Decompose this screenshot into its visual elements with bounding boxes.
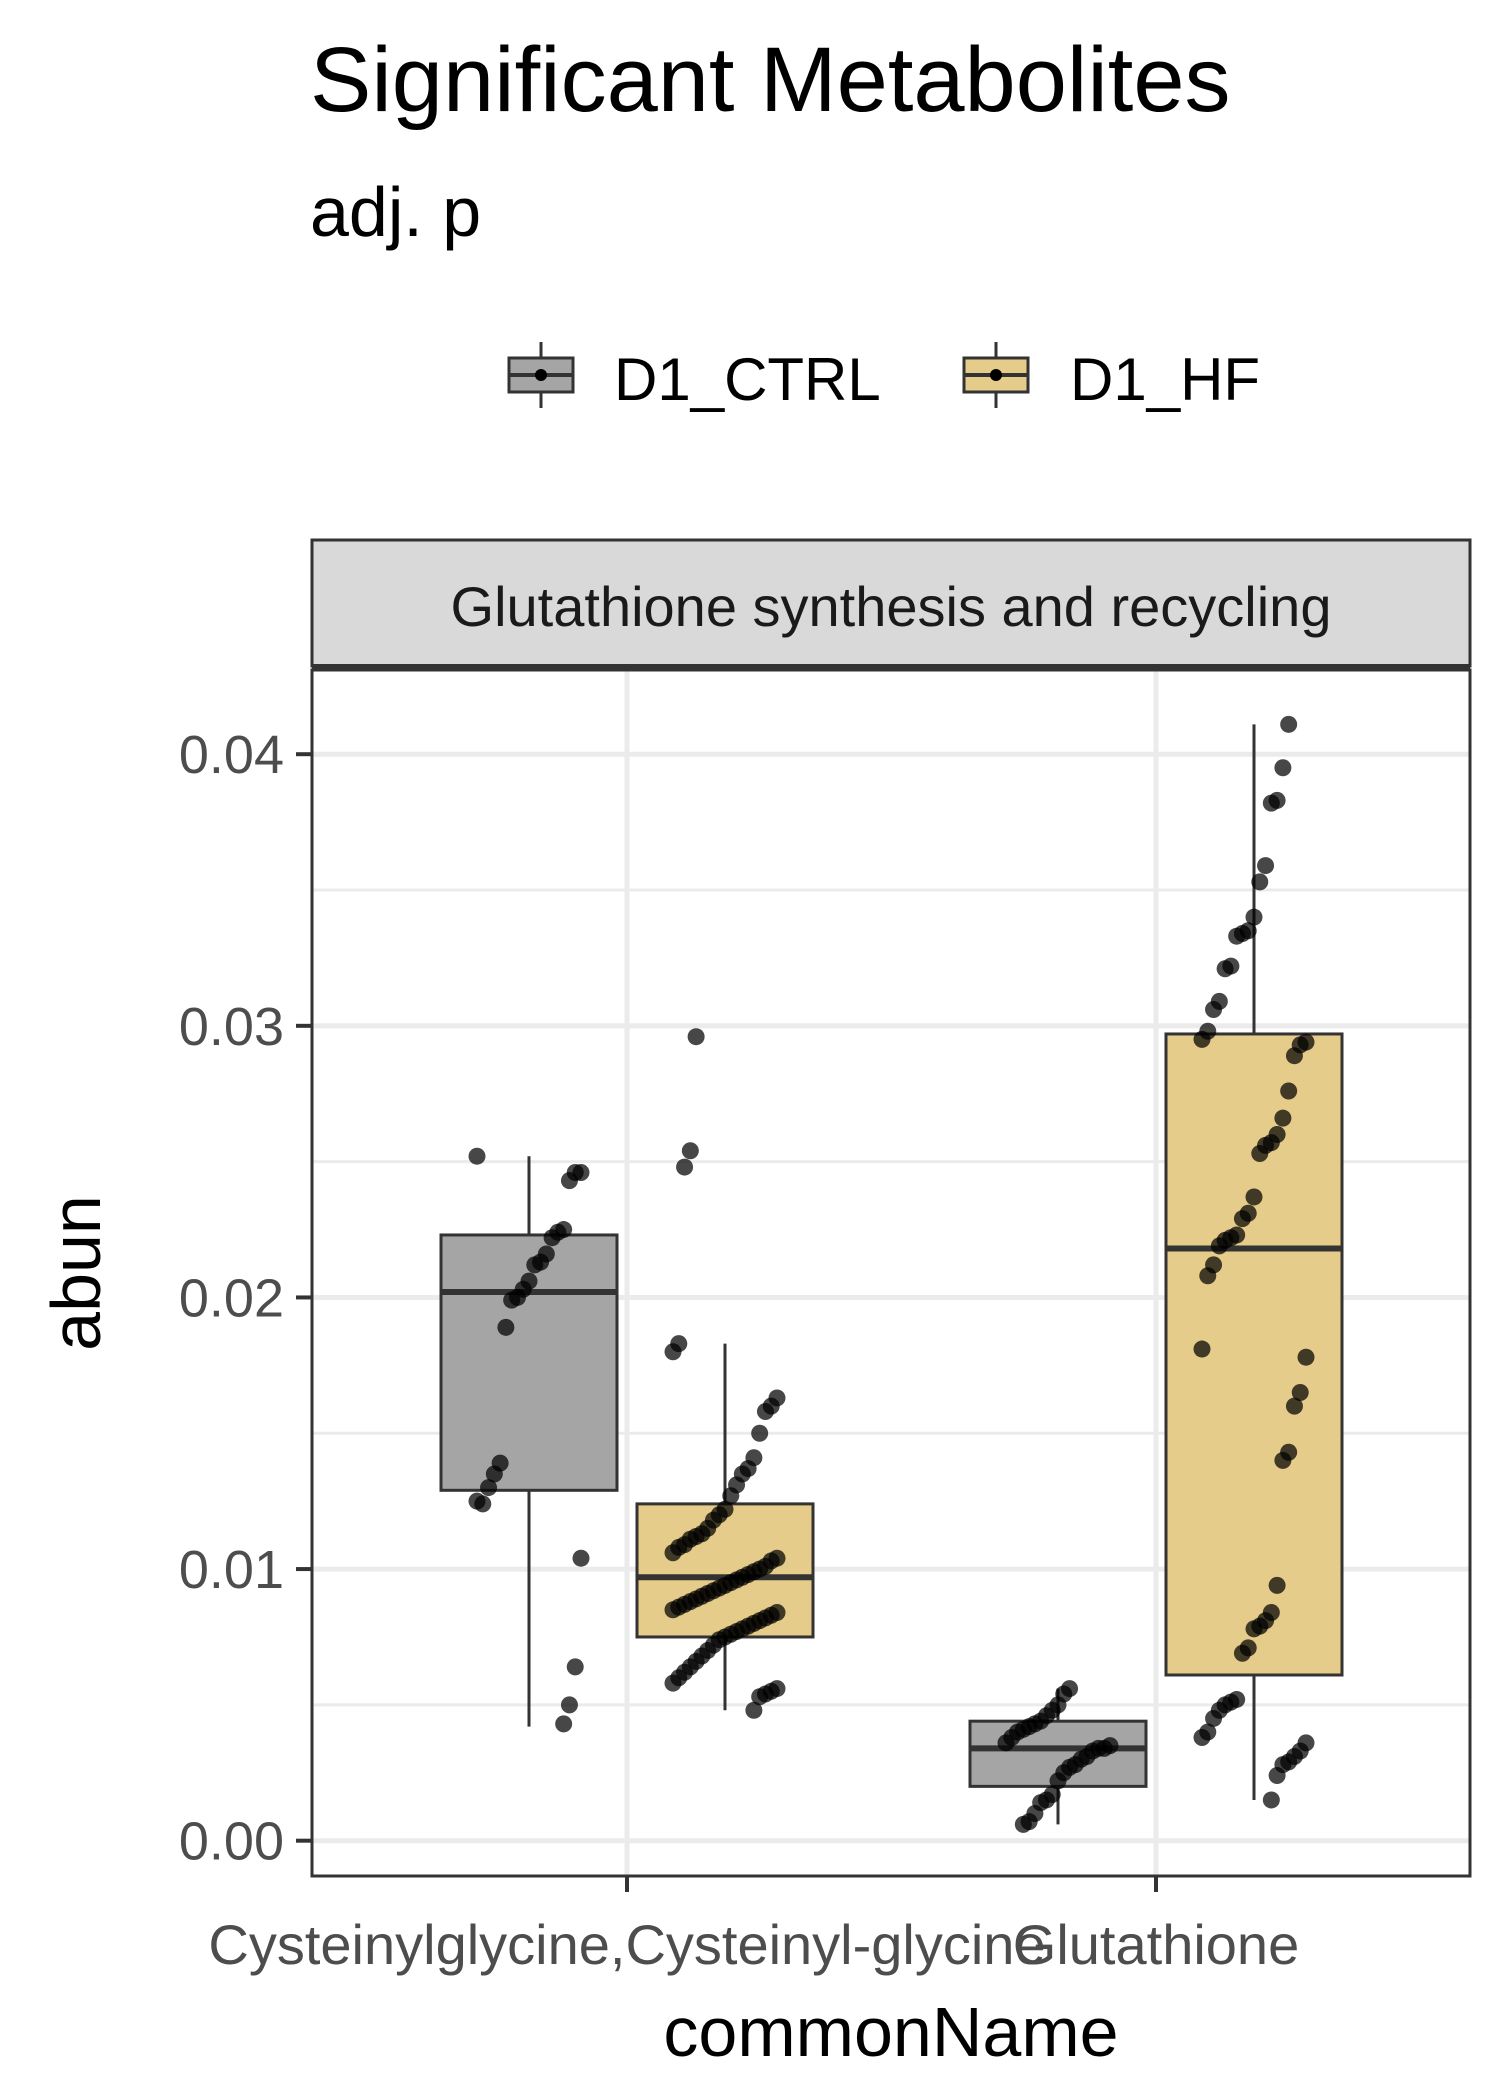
data-point: [1014, 1815, 1032, 1833]
plot-panel-border: [310, 668, 1472, 1878]
data-point: [1285, 1047, 1303, 1065]
y-axis-title: abun: [37, 1195, 115, 1351]
data-point: [751, 1688, 769, 1706]
legend-key-d1-hf: [962, 342, 1030, 408]
data-point: [1245, 1188, 1263, 1206]
data-point: [526, 1256, 544, 1274]
data-point: [745, 1701, 763, 1719]
data-point: [681, 1142, 699, 1160]
data-point: [664, 1343, 682, 1361]
data-point: [1274, 1451, 1292, 1469]
legend-label-d1-ctrl: D1_CTRL: [614, 346, 881, 413]
data-point: [497, 1318, 515, 1336]
data-point: [1274, 759, 1292, 777]
data-point: [1251, 1144, 1269, 1162]
legend-key-d1-ctrl: [507, 342, 575, 408]
y-tick-label: 0.00: [179, 1812, 284, 1872]
data-point: [480, 1479, 498, 1497]
data-point: [751, 1424, 769, 1442]
data-point: [1199, 1267, 1217, 1285]
data-point: [543, 1229, 561, 1247]
data-point: [1262, 1791, 1280, 1809]
data-point: [756, 1403, 774, 1421]
chart-title: Significant Metabolites: [310, 29, 1231, 131]
data-point: [1251, 873, 1269, 891]
data-point: [1233, 1210, 1251, 1228]
x-tick-label-cysteinylglycine: Cysteinylglycine,Cysteinyl-glycine: [208, 1913, 1045, 1976]
y-tick-label: 0.02: [179, 1268, 284, 1328]
legend: D1_CTRL D1_HF: [507, 342, 1260, 413]
data-point: [1245, 908, 1263, 926]
data-point: [1245, 1620, 1263, 1638]
data-point: [1297, 1348, 1315, 1366]
data-point: [1228, 927, 1246, 945]
data-point: [1268, 1767, 1286, 1784]
data-point: [485, 1465, 503, 1483]
data-point: [468, 1147, 486, 1165]
data-point: [1193, 1728, 1211, 1746]
legend-label-d1-hf: D1_HF: [1070, 346, 1260, 413]
box-d1-ctrl: [439, 1156, 619, 1727]
boxes: [439, 724, 1344, 1825]
chart-subtitle: adj. p: [310, 173, 482, 251]
data-point: [503, 1291, 521, 1309]
data-point: [1049, 1772, 1067, 1790]
data-point: [555, 1715, 573, 1733]
data-point: [1210, 1237, 1228, 1255]
box-iqr: [635, 1502, 815, 1639]
data-point: [997, 1734, 1015, 1752]
data-point: [1205, 1709, 1223, 1727]
data-point: [468, 1492, 486, 1510]
data-point: [1193, 1340, 1211, 1358]
box-d1-hf: [635, 1343, 815, 1711]
data-point: [566, 1658, 584, 1676]
data-point: [1274, 1109, 1292, 1127]
data-point: [1205, 1001, 1223, 1019]
data-point: [560, 1696, 578, 1714]
data-point: [1262, 794, 1280, 812]
y-tick-label: 0.03: [179, 997, 284, 1057]
data-point: [1268, 1576, 1286, 1594]
data-point: [1285, 1397, 1303, 1415]
data-point: [572, 1549, 590, 1567]
data-point: [687, 1028, 705, 1046]
x-axis-title: commonName: [663, 1993, 1118, 2071]
data-point: [664, 1674, 682, 1692]
data-point: [1280, 715, 1298, 733]
data-point: [1280, 1082, 1298, 1100]
facet-label: Glutathione synthesis and recycling: [451, 575, 1332, 638]
x-axis: Cysteinylglycine,Cysteinyl-glycine Gluta…: [208, 1876, 1299, 1976]
data-point: [722, 1487, 740, 1505]
data-point: [676, 1158, 694, 1176]
box-iqr: [1164, 1032, 1344, 1677]
y-tick-label: 0.04: [179, 725, 284, 785]
data-point: [1257, 857, 1275, 875]
points: [468, 715, 1315, 1833]
y-axis: 0.00 0.01 0.02 0.03 0.04: [179, 725, 312, 1872]
data-point: [664, 1601, 682, 1619]
x-tick-label-glutathione: Glutathione: [1013, 1913, 1299, 1976]
data-point: [1216, 960, 1234, 978]
data-point: [1291, 1384, 1309, 1402]
data-point: [1233, 1644, 1251, 1662]
data-point: [1193, 1030, 1211, 1048]
y-tick-label: 0.01: [179, 1540, 284, 1600]
data-point: [664, 1544, 682, 1562]
data-point: [560, 1172, 578, 1190]
